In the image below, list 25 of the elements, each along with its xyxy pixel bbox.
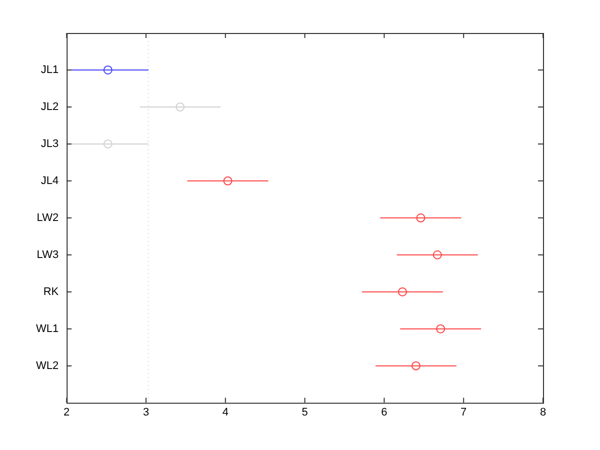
x-tick-label: 5 bbox=[302, 406, 308, 418]
x-tick-label: 6 bbox=[381, 406, 388, 418]
x-tick-label: 7 bbox=[460, 406, 467, 418]
y-tick-label: WL2 bbox=[36, 360, 59, 372]
y-tick-label: JL4 bbox=[40, 174, 59, 187]
point bbox=[103, 139, 112, 148]
y-tick-label: WL1 bbox=[36, 322, 59, 335]
y-tick-label: JL3 bbox=[40, 138, 59, 150]
x-tick-label: 2 bbox=[64, 406, 70, 418]
x-tick-label: 8 bbox=[540, 406, 546, 418]
x-tick-label: 3 bbox=[142, 406, 150, 418]
point bbox=[176, 102, 185, 112]
point bbox=[436, 324, 446, 334]
point bbox=[416, 213, 426, 222]
point bbox=[411, 361, 420, 370]
y-tick-label: LW3 bbox=[36, 248, 59, 261]
x-tick-label: 4 bbox=[222, 406, 228, 418]
point bbox=[432, 250, 442, 260]
y-tick-label: RK bbox=[43, 286, 60, 298]
point bbox=[223, 176, 232, 186]
y-tick-label: JL1 bbox=[40, 64, 59, 76]
y-tick-label: LW2 bbox=[36, 212, 59, 224]
point bbox=[103, 65, 112, 74]
y-tick-label: JL2 bbox=[40, 100, 59, 113]
point bbox=[398, 287, 407, 296]
